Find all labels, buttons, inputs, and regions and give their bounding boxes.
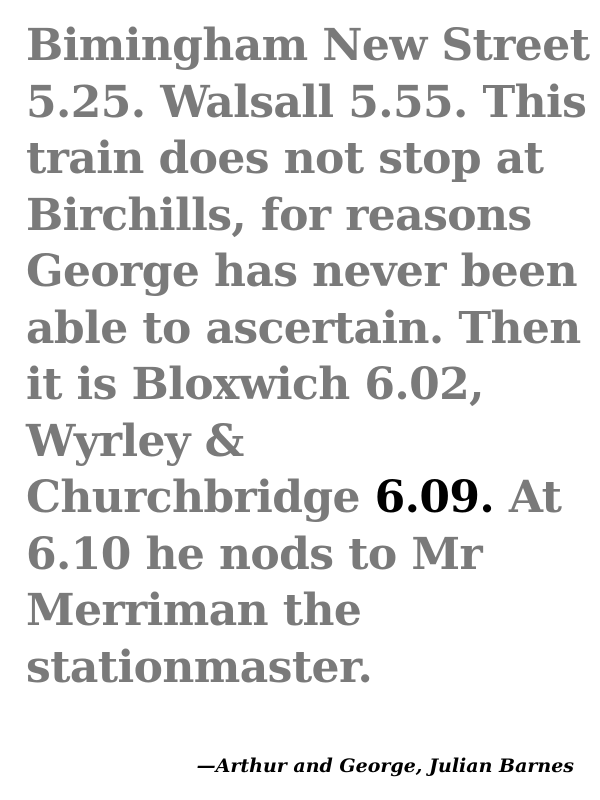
passage-line-3: train does not stop at — [26, 133, 544, 184]
passage-line-10: 6.10 he nods to Mr — [26, 528, 483, 580]
passage-line-2: 5.25. Walsall 5.55. This — [26, 76, 587, 128]
passage-line-9-tail: At — [494, 472, 562, 523]
passage-line-9: Churchbridge 6.09. At — [26, 470, 596, 527]
passage-line-12: stationmaster. — [26, 641, 373, 693]
passage-line-1: Bimingham New Street — [26, 20, 590, 71]
passage-line-9-text: Churchbridge — [26, 472, 375, 523]
quote-passage: Bimingham New Street 5.25. Walsall 5.55.… — [26, 18, 596, 696]
passage-line-5: George has never been — [26, 246, 578, 297]
highlighted-time: 6.09. — [374, 472, 495, 523]
passage-line-8: Wyrley & — [26, 415, 244, 467]
passage-line-4: Birchills, for reasons — [26, 189, 532, 241]
passage-line-7: it is Bloxwich 6.02, — [26, 359, 484, 410]
quote-attribution: —Arthur and George, Julian Barnes — [196, 755, 574, 777]
passage-line-11: Merriman the — [26, 585, 362, 636]
passage-line-6: able to ascertain. Then — [26, 302, 581, 354]
